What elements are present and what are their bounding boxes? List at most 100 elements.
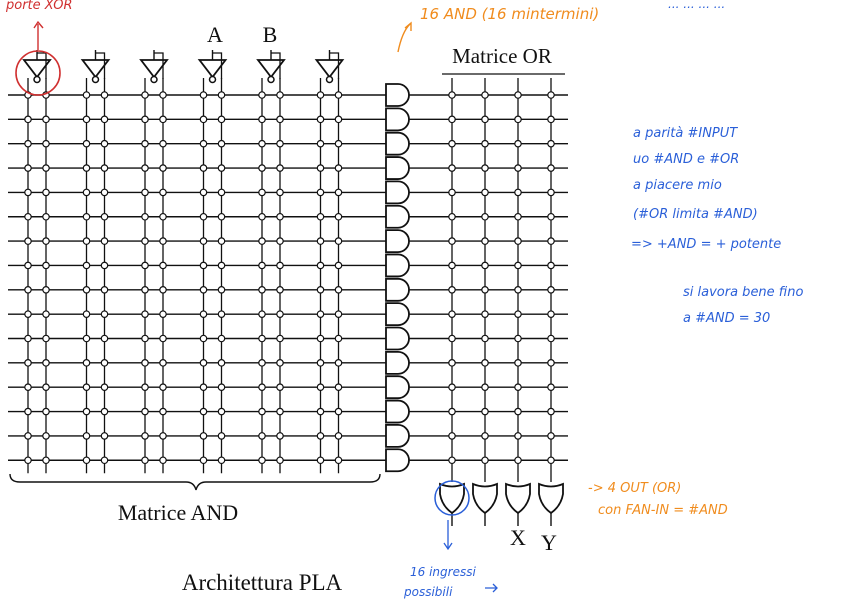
and-crosspoint [100,261,109,270]
input-buffer-gate [22,59,52,79]
and-crosspoint [334,164,343,172]
and-gate [385,448,410,473]
and-crosspoint [100,212,109,221]
or-crosspoint [547,310,555,318]
highlight-arrow [33,20,44,50]
or-gate [538,482,564,515]
and-or-grid [8,78,568,482]
or-crosspoint [514,188,522,197]
or-crosspoint [448,164,456,172]
or-crosspoint [547,237,555,245]
or-crosspoint [448,261,456,270]
and-crosspoint [217,359,226,367]
and-crosspoint [258,456,266,465]
and-crosspoint [217,334,226,343]
or-crosspoint [481,237,489,245]
and-crosspoint [199,164,208,172]
buffer-bypass-line [95,52,106,79]
and-crosspoint [82,139,91,148]
handwritten-notes: porte XOR 16 AND (16 mintermini) ... ...… [5,0,803,599]
and-crosspoint [24,164,32,172]
note-inputs-line-2: possibili [403,585,453,599]
input-buffer-gate [197,59,228,79]
or-crosspoint [547,91,555,99]
and-crosspoint [24,139,32,148]
and-crosspoint [42,139,50,148]
or-crosspoint [448,310,456,318]
and-crosspoint [141,139,149,148]
and-crosspoint [141,334,149,343]
output-label-x: X [510,525,526,550]
and-crosspoint [141,115,149,124]
and-crosspoint [159,407,167,416]
and-crosspoint [24,237,32,245]
inverter-bubble [91,75,100,84]
or-crosspoint [481,188,489,197]
and-crosspoint [316,359,325,367]
or-crosspoint [514,237,522,245]
and-crosspoint [276,432,284,440]
and-crosspoint [276,456,284,465]
and-gate [385,83,410,107]
note-out-line-2: con FAN-IN = #AND [598,503,728,518]
and-crosspoint [258,310,266,318]
buffer-bypass-line [329,52,340,79]
inverter-bubble [150,75,158,84]
or-crosspoint [547,261,555,270]
and-crosspoint [24,407,32,416]
and-crosspoint [316,456,325,465]
or-crosspoint [514,334,522,343]
and-gate [385,375,410,400]
and-crosspoint [42,310,50,318]
and-crosspoint [42,456,50,465]
and-crosspoint [82,237,91,245]
and-crosspoint [276,407,284,416]
and-crosspoint [334,115,343,124]
or-crosspoint [514,212,522,221]
and-crosspoint [276,359,284,367]
and-crosspoint [217,139,226,148]
and-gate [385,326,410,351]
diagram-title: Architettura PLA [182,570,343,595]
and-gate [385,399,410,424]
input-buffer-gate [139,59,169,79]
and-crosspoint [24,212,32,221]
and-crosspoint [141,261,149,270]
and-crosspoint [82,456,91,465]
and-crosspoint [217,383,226,392]
and-crosspoint [100,383,109,392]
and-crosspoint [276,91,284,99]
and-crosspoint [24,334,32,343]
and-gate [385,131,410,156]
and-crosspoint [316,310,325,318]
and-gate [385,107,410,132]
and-crosspoint [199,310,208,318]
and-crosspoint [42,188,50,197]
or-crosspoint [481,139,489,148]
or-crosspoint [547,139,555,148]
and-gate [385,424,410,448]
and-crosspoint [42,115,50,124]
or-crosspoint [481,432,489,440]
and-matrix-label: Matrice AND [118,500,238,525]
or-crosspoint [448,237,456,245]
or-crosspoint [448,334,456,343]
and-crosspoint [217,432,226,440]
and-crosspoint [199,237,208,245]
note-limit-line-2: a #AND = 30 [683,311,770,326]
and-crosspoint [334,456,343,465]
and-gate [385,253,410,278]
and-crosspoint [141,383,149,392]
and-crosspoint [24,261,32,270]
and-crosspoint [82,310,91,318]
or-crosspoint [481,115,489,124]
or-crosspoint [481,261,489,270]
and-crosspoint [159,310,167,318]
and-crosspoint [334,407,343,416]
input-buffer-gate [314,59,345,79]
and-crosspoint [159,456,167,465]
or-crosspoint [514,115,522,124]
and-crosspoint [258,188,266,197]
or-crosspoint [481,310,489,318]
and-crosspoint [199,407,208,416]
